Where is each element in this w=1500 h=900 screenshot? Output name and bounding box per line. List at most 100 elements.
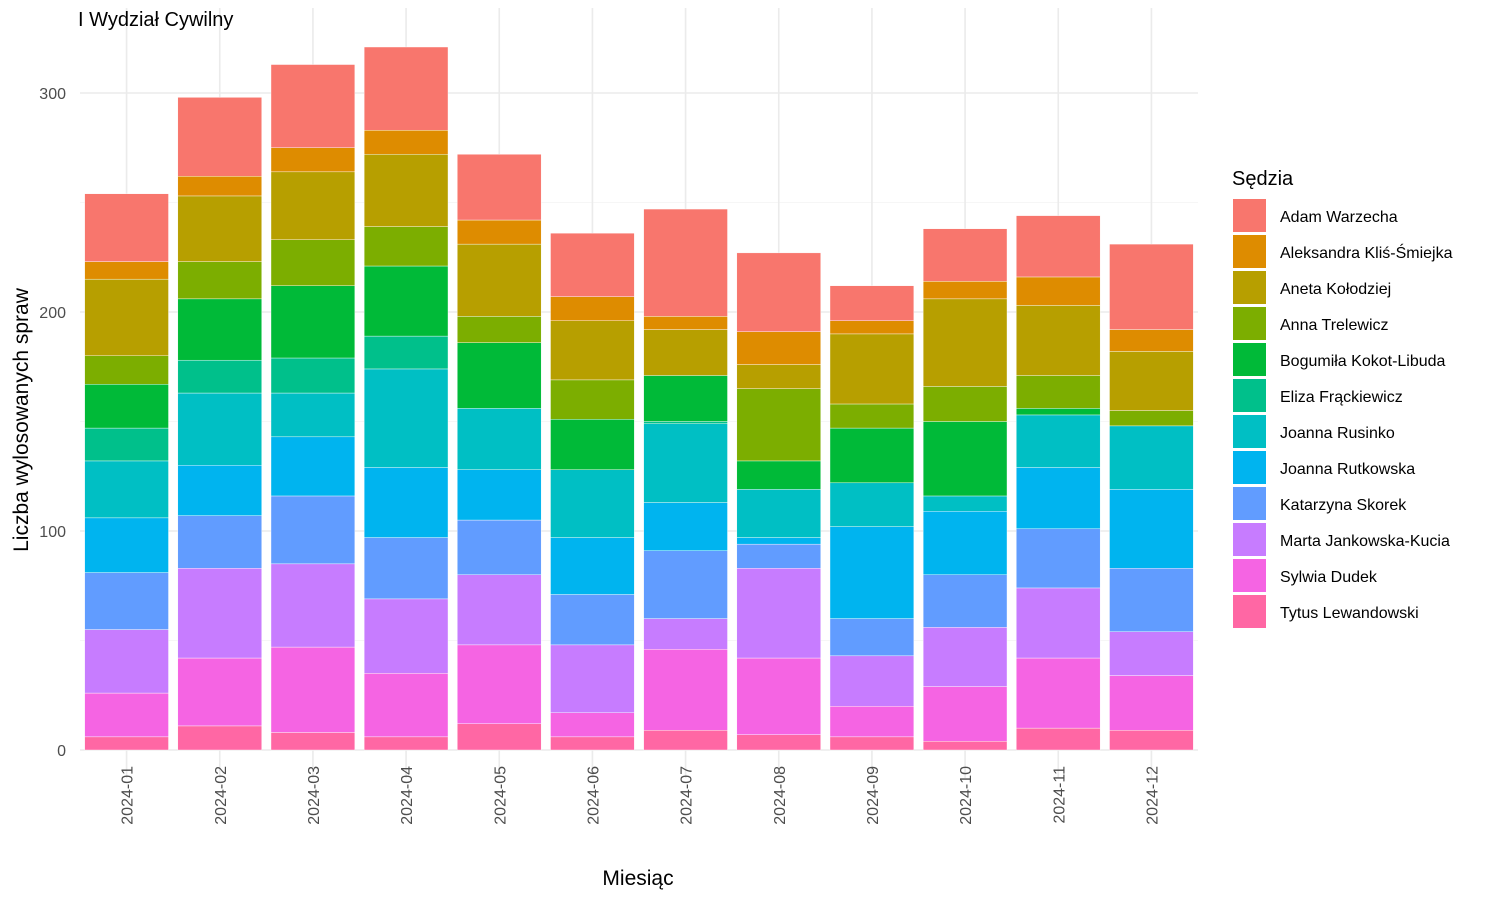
bar-segment	[363, 46, 449, 131]
x-tick-label: 2024-03	[306, 766, 323, 825]
legend-swatch	[1233, 595, 1266, 628]
bar-segment	[550, 594, 635, 646]
bar-segment	[736, 568, 821, 659]
bar-segment	[363, 736, 449, 751]
x-tick-label: 2024-10	[958, 766, 975, 825]
bar-segment	[1016, 408, 1101, 416]
bar-segment	[84, 384, 169, 429]
y-tick-label: 300	[39, 86, 66, 103]
bar-segment	[829, 655, 915, 707]
bar-segment	[643, 502, 728, 551]
bar-segment	[736, 537, 821, 545]
bar-segment	[736, 252, 821, 332]
x-tick-label: 2024-05	[492, 766, 509, 825]
x-axis-title: Miesiąc	[602, 867, 673, 890]
y-axis-ticks: 0 100 200 300	[39, 86, 66, 760]
legend-label: Tytus Lewandowski	[1280, 605, 1419, 622]
bar-segment	[922, 421, 1008, 497]
bar-segment	[84, 692, 169, 738]
bar-segment	[270, 239, 356, 286]
bar-segment	[270, 147, 356, 173]
bar-segment	[736, 657, 821, 735]
bar-segment	[270, 357, 356, 394]
bar-segment	[84, 278, 169, 356]
bar-segment	[363, 537, 449, 600]
bar-segment	[643, 421, 728, 424]
legend-title: Sędzia	[1232, 168, 1294, 190]
bar-segment	[829, 618, 915, 657]
x-tick-label: 2024-01	[120, 766, 137, 825]
bar-segment	[643, 316, 728, 330]
bar-segment	[270, 64, 356, 148]
bar-segment	[363, 673, 449, 738]
bar-segment	[736, 460, 821, 490]
bar-segment	[177, 515, 262, 569]
bar-segment	[1016, 375, 1101, 409]
bar-segment	[363, 226, 449, 267]
bar-segment	[177, 261, 262, 300]
bar-segment	[84, 427, 169, 462]
bar-segment	[829, 285, 915, 321]
bar-segment	[363, 368, 449, 468]
bar-segment	[643, 208, 728, 317]
bar-segment	[457, 154, 542, 221]
bar-segment	[1016, 305, 1101, 376]
bar-segment	[363, 154, 449, 227]
bar-segment	[84, 261, 169, 280]
bar-segment	[457, 723, 542, 751]
legend-label: Joanna Rutkowska	[1280, 461, 1415, 478]
legend-label: Aleksandra Kliś-Śmiejka	[1280, 243, 1453, 262]
bar-segment	[84, 572, 169, 630]
bar-segment	[84, 193, 169, 262]
bar-segment	[829, 403, 915, 429]
bar-segment	[829, 320, 915, 335]
bar-segment	[1016, 657, 1101, 729]
bar-segment	[1109, 568, 1194, 632]
y-tick-label: 200	[39, 305, 66, 322]
bar-segment	[177, 392, 262, 466]
bar-segment	[1109, 631, 1194, 676]
legend-label: Katarzyna Skorek	[1280, 497, 1407, 514]
x-tick-label: 2024-06	[585, 766, 602, 825]
bar-segment	[363, 265, 449, 337]
bar-segment	[363, 335, 449, 370]
legend-label: Aneta Kołodziej	[1280, 281, 1391, 298]
y-tick-label: 0	[57, 743, 66, 760]
bar-segment	[1016, 528, 1101, 589]
legend-label: Marta Jankowska-Kucia	[1280, 533, 1450, 550]
x-tick-label: 2024-08	[772, 766, 789, 825]
bar-segment	[643, 618, 728, 650]
legend-swatch	[1233, 235, 1266, 268]
legend-label: Anna Trelewicz	[1280, 317, 1389, 334]
bar-segment	[457, 408, 542, 470]
bar-segment	[1109, 329, 1194, 352]
legend-swatch	[1233, 271, 1266, 304]
chart-title: I Wydział Cywilny	[78, 9, 233, 31]
bar-segment	[643, 423, 728, 503]
bar-segment	[550, 320, 635, 381]
bar-segment	[177, 725, 262, 751]
legend-swatch	[1233, 451, 1266, 484]
bars	[84, 46, 1194, 751]
legend-swatch	[1233, 415, 1266, 448]
bar-segment	[1016, 587, 1101, 659]
bar-segment	[829, 482, 915, 527]
x-tick-label: 2024-12	[1144, 766, 1161, 825]
bar-segment	[1109, 243, 1194, 330]
bar-segment	[177, 568, 262, 659]
bar-segment	[829, 706, 915, 738]
bar-segment	[177, 176, 262, 197]
bar-segment	[1016, 467, 1101, 530]
bar-segment	[550, 296, 635, 321]
bar-segment	[270, 436, 356, 497]
bar-segment	[177, 298, 262, 361]
bar-segment	[736, 734, 821, 751]
bar-segment	[736, 543, 821, 569]
x-tick-label: 2024-07	[679, 766, 696, 825]
bar-segment	[177, 195, 262, 262]
bar-segment	[363, 467, 449, 538]
bar-segment	[270, 732, 356, 751]
bar-segment	[922, 298, 1008, 387]
bar-segment	[1016, 414, 1101, 468]
